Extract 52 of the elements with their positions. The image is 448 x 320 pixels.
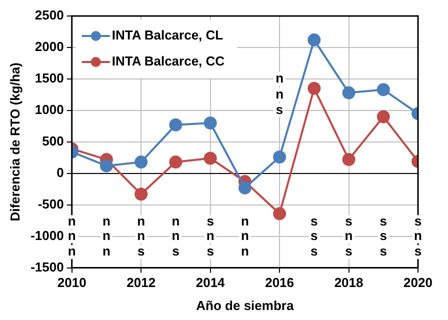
y-tick-label: 500 — [42, 133, 64, 148]
annotation: n — [68, 228, 76, 243]
x-tick-label: 2016 — [265, 275, 294, 290]
annotation: n — [240, 214, 249, 229]
annotation: s — [380, 214, 387, 229]
x-tick-label: 2010 — [57, 275, 86, 290]
annotation: s — [345, 244, 352, 259]
annotation: n — [344, 228, 353, 243]
annotation: n — [240, 228, 249, 243]
annotation: n — [137, 228, 146, 243]
annotation: n — [240, 244, 249, 259]
y-tick-label: -1000 — [30, 228, 64, 243]
annotation: s — [345, 214, 352, 229]
annotation: s — [276, 102, 284, 118]
y-tick-label: 1500 — [34, 70, 64, 86]
annotation: s — [380, 228, 387, 243]
x-tick-label: 2012 — [126, 275, 156, 290]
y-tick-label: 2500 — [34, 8, 64, 23]
annotation: n — [206, 228, 214, 243]
annotation: s — [310, 228, 318, 243]
annotation: s — [206, 214, 214, 229]
y-axis-title: Diferencia de RTO (kg/ha) — [7, 62, 22, 222]
annotation: n — [102, 244, 110, 259]
annotation: n — [68, 214, 76, 229]
y-tick-label: 0 — [56, 164, 64, 180]
annotation: n — [102, 228, 110, 243]
y-tick-label: 1000 — [34, 102, 64, 118]
y-tick-label: 2000 — [34, 39, 64, 54]
annotation: s — [137, 244, 145, 259]
annotation: n — [172, 214, 180, 229]
annotation: n — [276, 70, 284, 86]
y-tick-label: -500 — [38, 196, 64, 212]
x-tick-label: 2014 — [196, 275, 226, 290]
annotation: n — [172, 228, 180, 243]
legend-label: INTA Balcarce, CL — [112, 28, 224, 43]
legend-label: INTA Balcarce, CC — [112, 54, 226, 69]
annotation: s — [172, 244, 180, 259]
x-axis-title: Año de siembra — [196, 298, 294, 313]
annotation: n — [102, 214, 110, 229]
annotation: n — [414, 228, 422, 243]
annotation: s — [414, 214, 422, 229]
annotation: s — [310, 214, 318, 229]
annotation: n — [276, 86, 284, 102]
annotation: s — [310, 244, 318, 259]
annotation: s — [380, 244, 387, 259]
x-tick-label: 2020 — [404, 275, 432, 290]
y-tick-label: -1500 — [30, 259, 64, 274]
annotation: s — [206, 244, 214, 259]
annotation: s — [414, 244, 422, 259]
x-tick-label: 2018 — [334, 275, 364, 290]
annotation: n — [137, 214, 146, 229]
annotation: n — [68, 244, 76, 259]
